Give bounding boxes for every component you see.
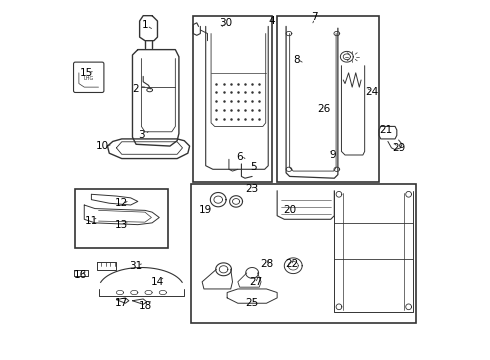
FancyBboxPatch shape	[74, 62, 104, 93]
Text: 25: 25	[245, 298, 259, 308]
Text: 2: 2	[133, 84, 139, 94]
Text: 31: 31	[129, 261, 143, 271]
Bar	[75, 189, 168, 248]
Text: 15: 15	[79, 68, 93, 78]
Text: 24: 24	[365, 87, 378, 98]
Text: 3: 3	[138, 130, 145, 140]
Text: 12: 12	[115, 198, 128, 208]
Text: 5: 5	[250, 162, 257, 172]
Text: 28: 28	[260, 259, 273, 269]
Text: 29: 29	[392, 143, 405, 153]
Text: 7: 7	[311, 13, 318, 22]
Text: 18: 18	[138, 301, 151, 311]
Text: 19: 19	[199, 205, 212, 215]
Text: 13: 13	[115, 220, 128, 230]
Bar	[192, 184, 416, 323]
Text: 4: 4	[269, 16, 275, 26]
Text: 22: 22	[285, 259, 298, 269]
Bar	[277, 16, 379, 182]
Text: 21: 21	[379, 125, 392, 135]
Text: 26: 26	[317, 104, 330, 113]
Text: 30: 30	[219, 18, 232, 28]
Text: 10: 10	[96, 141, 109, 151]
Text: 16: 16	[74, 270, 87, 280]
Bar	[193, 16, 272, 182]
Text: 1: 1	[142, 19, 148, 30]
Text: 8: 8	[294, 55, 300, 65]
Text: 20: 20	[283, 205, 296, 215]
Text: 11: 11	[85, 216, 98, 226]
Text: 17: 17	[115, 298, 128, 308]
Text: 23: 23	[245, 184, 259, 194]
Text: 27: 27	[249, 277, 262, 287]
Text: 9: 9	[329, 150, 336, 160]
Text: 14: 14	[151, 277, 164, 287]
Text: 6: 6	[236, 152, 243, 162]
Text: LHG: LHG	[84, 76, 94, 81]
